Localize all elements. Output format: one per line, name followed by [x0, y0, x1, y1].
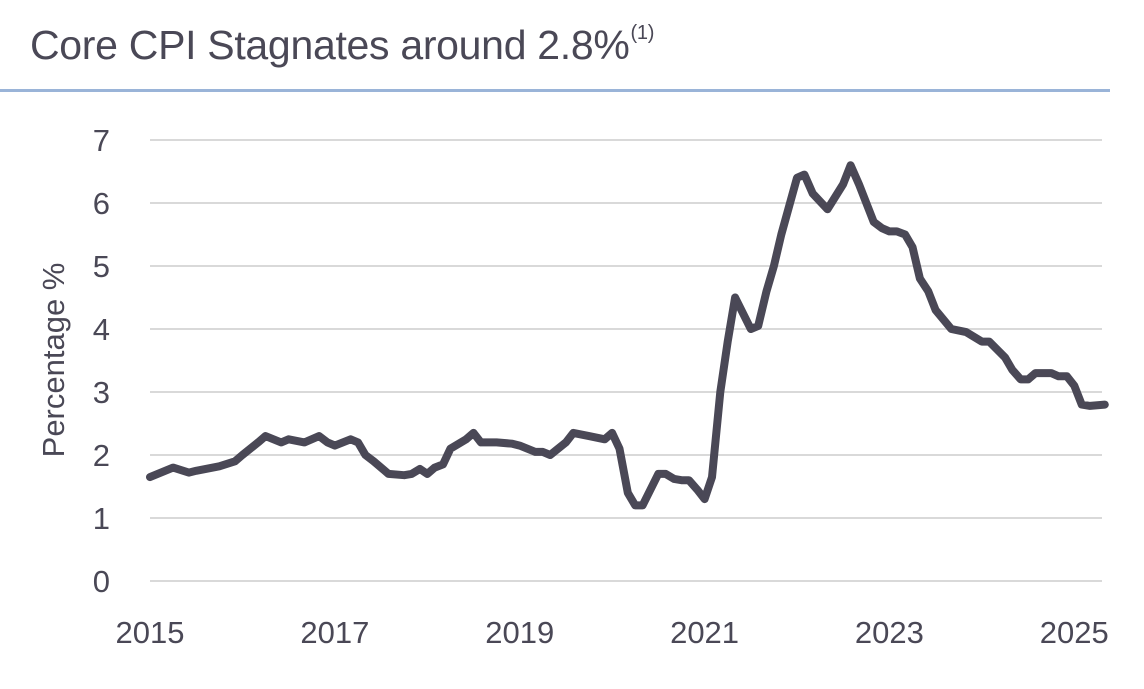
- x-tick-label: 2015: [116, 615, 185, 650]
- y-tick-label: 4: [93, 312, 110, 347]
- y-tick-label: 0: [93, 564, 110, 599]
- series-line-core-cpi: [146, 161, 1109, 510]
- x-tick-label: 2017: [300, 615, 369, 650]
- x-tick-label: 2021: [670, 615, 739, 650]
- title-footnote: (1): [630, 22, 655, 44]
- y-axis-label: Percentage %: [36, 263, 71, 458]
- x-tick-label: 2019: [485, 615, 554, 650]
- y-tick-label: 7: [93, 123, 110, 158]
- x-tick-label: 2023: [855, 615, 924, 650]
- y-axis-ticks: 0 1 2 3 4 5 6 7: [93, 123, 110, 599]
- y-tick-label: 3: [93, 375, 110, 410]
- x-axis-ticks: 2015 2017 2019 2021 2023 2025: [116, 615, 1109, 650]
- series-layer: [146, 161, 1109, 510]
- chart-title: Core CPI Stagnates around 2.8%(1): [30, 22, 655, 68]
- title-divider: [0, 89, 1110, 92]
- y-tick-label: 6: [93, 186, 110, 221]
- y-tick-label: 5: [93, 249, 110, 284]
- x-tick-label: 2025: [1040, 615, 1109, 650]
- grid-lines: [150, 139, 1102, 582]
- y-tick-label: 1: [93, 501, 110, 536]
- y-tick-label: 2: [93, 438, 110, 473]
